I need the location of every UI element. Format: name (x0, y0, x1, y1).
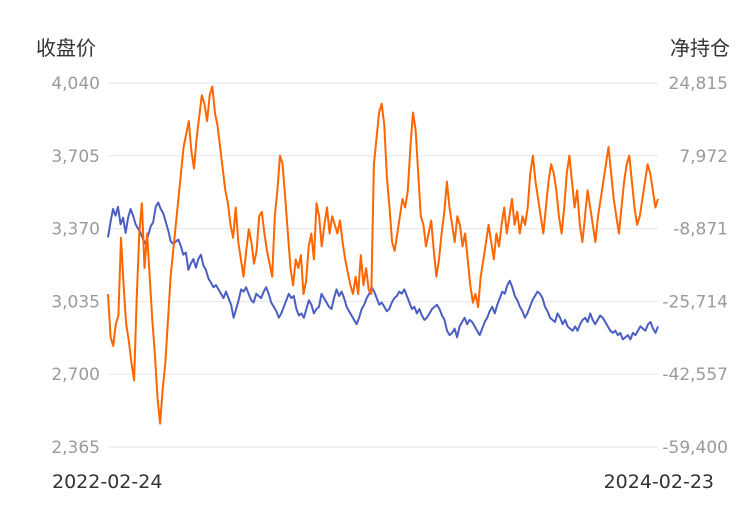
left-tick-label: 4,040 (51, 74, 100, 94)
left-tick-label: 2,365 (51, 438, 100, 458)
left-tick-label: 2,700 (51, 365, 100, 385)
x-label-end: 2024-02-23 (604, 471, 714, 493)
right-tick-label: -59,400 (662, 438, 728, 458)
left-axis-title: 收盘价 (36, 36, 96, 60)
right-axis-ticks: 24,815 7,972 -8,871 -25,714 -42,557 -59,400 (662, 74, 728, 458)
right-tick-label: 7,972 (679, 147, 728, 167)
series-lines (107, 85, 659, 425)
right-axis-title: 净持仓 (670, 36, 730, 60)
gridlines (108, 82, 658, 448)
right-tick-label: 24,815 (669, 74, 728, 94)
left-tick-label: 3,705 (51, 147, 100, 167)
left-tick-label: 3,370 (51, 220, 100, 240)
series-line-left-axis (107, 201, 659, 341)
left-tick-label: 3,035 (51, 292, 100, 312)
right-tick-label: -8,871 (673, 220, 728, 240)
left-axis-ticks: 4,040 3,705 3,370 3,035 2,700 2,365 (51, 74, 100, 458)
right-tick-label: -42,557 (662, 365, 728, 385)
right-tick-label: -25,714 (662, 292, 728, 312)
series-line-right-axis (107, 85, 659, 425)
x-label-start: 2022-02-24 (52, 471, 162, 493)
